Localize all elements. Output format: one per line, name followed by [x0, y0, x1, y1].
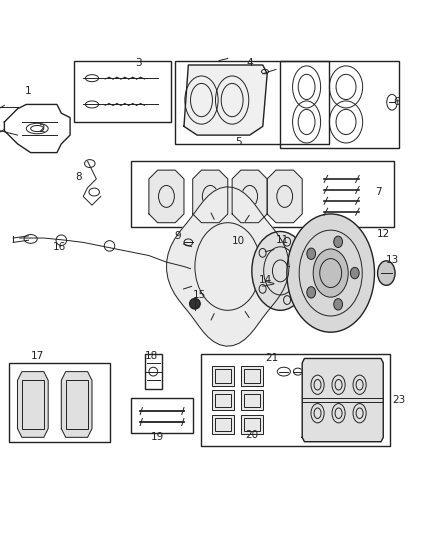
Text: 23: 23: [392, 395, 405, 405]
Text: 2: 2: [38, 124, 45, 134]
Bar: [215, 369, 231, 383]
Text: 20: 20: [245, 430, 258, 440]
Ellipse shape: [378, 261, 395, 285]
Ellipse shape: [334, 236, 343, 247]
Polygon shape: [149, 170, 184, 223]
Bar: [280, 61, 399, 148]
Bar: [145, 354, 162, 389]
Ellipse shape: [287, 214, 374, 332]
Text: 3: 3: [134, 58, 141, 68]
Text: 10: 10: [232, 236, 245, 246]
Bar: [215, 393, 231, 407]
Bar: [244, 393, 260, 407]
Bar: [212, 415, 234, 434]
Text: 9: 9: [174, 231, 181, 241]
Polygon shape: [193, 170, 228, 223]
Bar: [241, 391, 263, 410]
Ellipse shape: [350, 268, 359, 279]
Bar: [131, 161, 394, 227]
Text: 1: 1: [25, 86, 32, 96]
Text: 6: 6: [393, 97, 400, 107]
Text: 8: 8: [75, 172, 82, 182]
Ellipse shape: [334, 298, 343, 310]
Bar: [131, 398, 193, 433]
Bar: [241, 415, 263, 434]
Text: 5: 5: [235, 136, 242, 147]
Text: 4: 4: [246, 58, 253, 68]
Polygon shape: [232, 170, 267, 223]
Bar: [22, 381, 44, 429]
Ellipse shape: [252, 231, 309, 310]
Bar: [66, 381, 88, 429]
Bar: [201, 354, 390, 446]
Text: 19: 19: [151, 432, 164, 442]
Bar: [74, 61, 171, 122]
Text: 17: 17: [31, 351, 44, 361]
Polygon shape: [61, 372, 92, 437]
Polygon shape: [267, 170, 302, 223]
Polygon shape: [184, 65, 267, 135]
Ellipse shape: [313, 249, 348, 297]
Bar: [9, 363, 110, 442]
Text: 14: 14: [259, 274, 272, 285]
Text: 21: 21: [265, 353, 278, 364]
Text: 7: 7: [375, 187, 382, 197]
Text: 15: 15: [193, 290, 206, 300]
Polygon shape: [18, 372, 48, 437]
Text: 18: 18: [145, 351, 158, 361]
Text: 16: 16: [53, 242, 66, 252]
Bar: [212, 366, 234, 386]
Polygon shape: [166, 187, 289, 346]
Ellipse shape: [190, 298, 200, 309]
Bar: [244, 418, 260, 431]
Ellipse shape: [307, 287, 316, 298]
Bar: [244, 369, 260, 383]
Bar: [212, 391, 234, 410]
Bar: [241, 366, 263, 386]
Text: 12: 12: [377, 229, 390, 239]
Polygon shape: [302, 359, 383, 442]
Bar: [175, 61, 328, 144]
Text: 11: 11: [276, 235, 289, 245]
Ellipse shape: [307, 248, 316, 260]
Bar: [215, 418, 231, 431]
Text: 13: 13: [385, 255, 399, 265]
